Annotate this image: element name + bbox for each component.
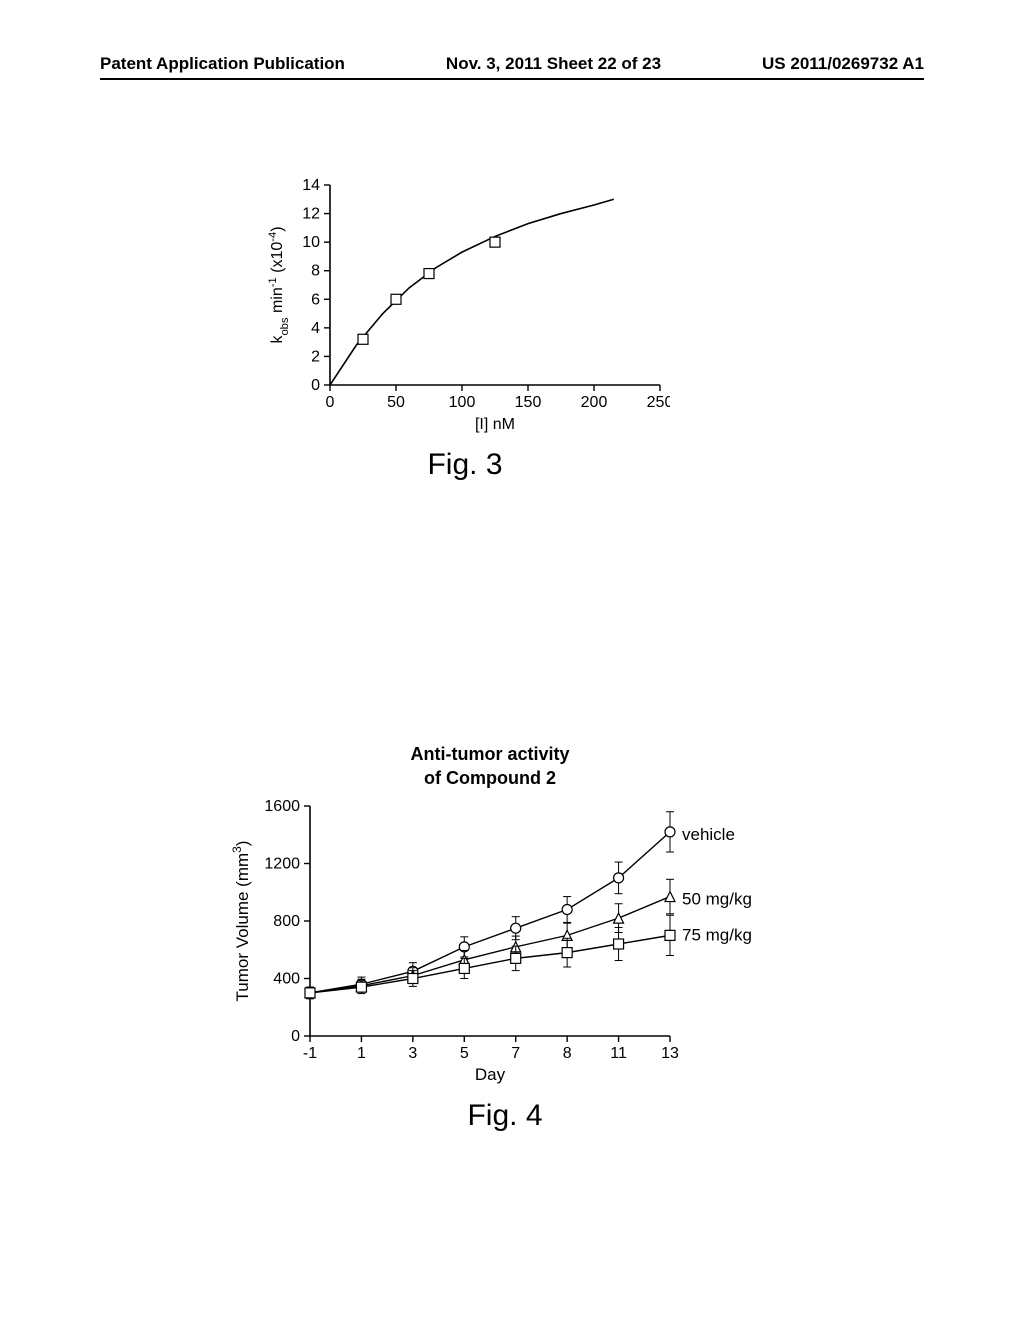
svg-text:Anti-tumor activity: Anti-tumor activity	[410, 744, 569, 764]
svg-text:1600: 1600	[264, 798, 300, 815]
svg-text:100: 100	[449, 394, 476, 411]
svg-text:13: 13	[661, 1045, 679, 1062]
svg-text:14: 14	[302, 177, 320, 194]
svg-text:3: 3	[408, 1045, 417, 1062]
svg-text:5: 5	[460, 1045, 469, 1062]
svg-text:4: 4	[311, 320, 320, 337]
svg-text:200: 200	[581, 394, 608, 411]
figure-3-label: Fig. 3	[260, 448, 670, 482]
svg-text:1: 1	[357, 1045, 366, 1062]
header-center: Nov. 3, 2011 Sheet 22 of 23	[446, 54, 661, 74]
svg-text:of Compound 2: of Compound 2	[424, 768, 556, 788]
svg-text:75 mg/kg: 75 mg/kg	[682, 925, 752, 944]
figure-3-chart: 0 2 4 6 8 10 12 14 0 50 100 150 200 250 [I] nM kobs min…	[260, 175, 670, 435]
svg-text:Day: Day	[475, 1065, 506, 1084]
header-right: US 2011/0269732 A1	[762, 54, 924, 74]
svg-text:400: 400	[273, 971, 300, 988]
page-header: Patent Application Publication Nov. 3, 2…	[0, 54, 1024, 80]
header-left: Patent Application Publication	[100, 54, 345, 74]
figure-3: 0 2 4 6 8 10 12 14 0 50 100 150 200 250 [I] nM kobs min…	[260, 175, 670, 482]
svg-text:250: 250	[647, 394, 670, 411]
svg-text:8: 8	[311, 263, 320, 280]
svg-text:8: 8	[563, 1045, 572, 1062]
svg-text:2: 2	[311, 348, 320, 365]
svg-text:10: 10	[302, 234, 320, 251]
svg-text:150: 150	[515, 394, 542, 411]
svg-text:1200: 1200	[264, 856, 300, 873]
svg-text:11: 11	[610, 1045, 627, 1062]
svg-text:12: 12	[302, 206, 320, 223]
svg-text:800: 800	[273, 913, 300, 930]
svg-text:6: 6	[311, 291, 320, 308]
svg-text:0: 0	[311, 377, 320, 394]
svg-text:50 mg/kg: 50 mg/kg	[682, 889, 752, 908]
svg-text:0: 0	[326, 394, 335, 411]
svg-text:50: 50	[387, 394, 405, 411]
svg-text:7: 7	[511, 1045, 520, 1062]
svg-text:[I] nM: [I] nM	[475, 416, 515, 433]
svg-text:Tumor Volume (mm3): Tumor Volume (mm3)	[230, 841, 252, 1002]
svg-text:-1: -1	[303, 1045, 317, 1062]
svg-text:vehicle: vehicle	[682, 825, 735, 844]
figure-4-chart: Anti-tumor activity of Compound 2 0 400 800 1…	[220, 740, 790, 1086]
svg-text:kobs min-1 (x10-4): kobs min-1 (x10-4)	[267, 226, 291, 343]
figure-4-label: Fig. 4	[220, 1099, 790, 1133]
svg-text:0: 0	[291, 1028, 300, 1045]
figure-4: Anti-tumor activity of Compound 2 0 400 800 1…	[220, 740, 790, 1133]
